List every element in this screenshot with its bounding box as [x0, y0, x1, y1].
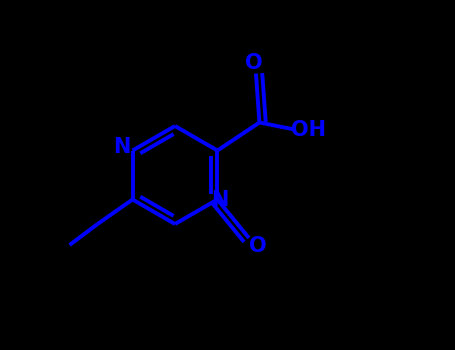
Text: O: O [249, 236, 267, 256]
Text: N: N [212, 190, 229, 210]
Text: OH: OH [291, 119, 326, 140]
Text: N: N [113, 137, 131, 157]
Text: O: O [245, 53, 263, 73]
